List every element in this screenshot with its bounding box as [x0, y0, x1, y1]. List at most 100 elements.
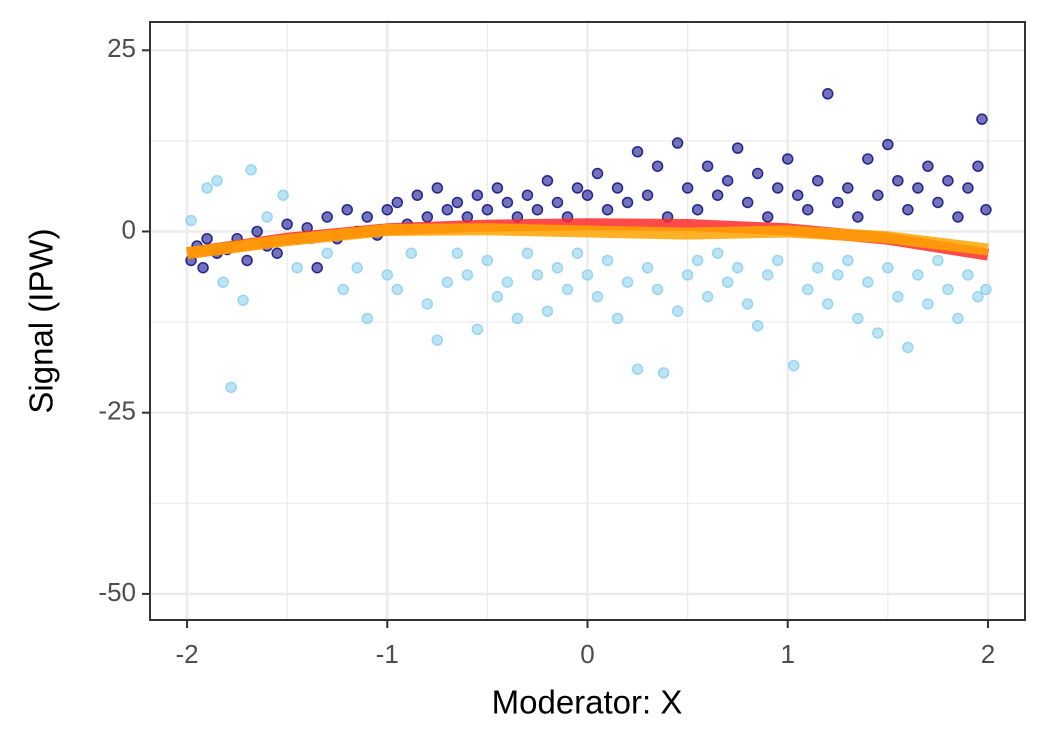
- point: [731, 142, 744, 154]
- point: [271, 247, 283, 259]
- point: [361, 211, 373, 223]
- point: [771, 254, 784, 267]
- point: [361, 312, 373, 325]
- point: [932, 254, 944, 267]
- point: [185, 214, 197, 227]
- point: [657, 367, 670, 379]
- point: [980, 283, 992, 296]
- point: [681, 269, 694, 281]
- point: [481, 254, 494, 267]
- point: [197, 261, 209, 274]
- point: [501, 276, 514, 288]
- point: [641, 189, 654, 201]
- point: [902, 203, 914, 216]
- point: [681, 182, 694, 194]
- x-tick-label: 2: [981, 639, 995, 669]
- point: [411, 189, 424, 201]
- y-tick-label: -25: [98, 396, 136, 426]
- y-tick-label: -50: [98, 577, 136, 607]
- point: [405, 247, 418, 259]
- point: [431, 182, 444, 194]
- point: [471, 323, 484, 336]
- point: [932, 196, 944, 209]
- point: [251, 225, 263, 238]
- point: [832, 196, 844, 209]
- point: [731, 261, 744, 274]
- point: [872, 189, 884, 201]
- point: [321, 247, 333, 259]
- point: [781, 153, 794, 165]
- point: [651, 160, 664, 172]
- point: [691, 203, 704, 216]
- point: [751, 319, 764, 332]
- point: [471, 189, 484, 201]
- point: [381, 203, 394, 216]
- point: [761, 211, 774, 223]
- point: [291, 261, 303, 274]
- point: [980, 203, 992, 216]
- point: [201, 182, 213, 194]
- point: [631, 145, 644, 158]
- point: [217, 276, 229, 288]
- point: [791, 189, 804, 201]
- point: [521, 247, 534, 259]
- y-axis-title: Signal (IPW): [23, 228, 60, 413]
- point: [261, 211, 273, 223]
- point: [461, 269, 474, 281]
- point: [721, 174, 734, 187]
- point: [601, 203, 614, 216]
- point: [882, 261, 894, 274]
- point: [842, 182, 854, 194]
- point: [237, 294, 249, 307]
- point: [601, 254, 614, 267]
- point: [912, 269, 924, 281]
- point: [341, 203, 353, 216]
- point: [245, 164, 257, 176]
- point: [531, 269, 544, 281]
- point: [787, 359, 800, 372]
- point: [761, 269, 774, 281]
- point: [381, 269, 394, 281]
- point: [922, 160, 934, 172]
- point: [391, 283, 404, 296]
- point: [701, 160, 714, 172]
- point: [641, 261, 654, 274]
- point: [431, 334, 444, 346]
- point: [611, 182, 624, 194]
- point: [701, 290, 714, 303]
- point: [741, 298, 754, 310]
- point: [902, 341, 914, 354]
- point: [225, 381, 237, 394]
- point: [351, 261, 363, 274]
- point: [802, 203, 814, 216]
- x-tick-label: -1: [376, 639, 399, 669]
- point: [862, 276, 874, 288]
- point: [241, 254, 253, 267]
- point: [551, 261, 564, 274]
- plot-border: [149, 21, 1026, 621]
- y-tick-label: 0: [122, 214, 136, 244]
- point: [451, 196, 464, 209]
- point: [451, 247, 464, 259]
- point: [391, 196, 404, 209]
- point: [531, 203, 544, 216]
- point: [311, 261, 323, 274]
- point: [631, 363, 644, 375]
- point: [201, 232, 213, 245]
- fit-line: [186, 223, 989, 260]
- point: [491, 182, 504, 194]
- point: [892, 174, 904, 187]
- point: [621, 276, 634, 288]
- point: [962, 182, 974, 194]
- point: [541, 305, 554, 317]
- point: [711, 189, 724, 201]
- point: [822, 298, 834, 310]
- point: [691, 254, 704, 267]
- point: [501, 196, 514, 209]
- point: [671, 305, 684, 317]
- point: [842, 254, 854, 267]
- point: [591, 167, 604, 180]
- point: [337, 283, 349, 296]
- point: [481, 203, 494, 216]
